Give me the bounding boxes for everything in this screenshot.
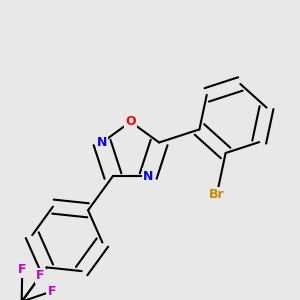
Text: Br: Br — [209, 188, 225, 201]
Text: F: F — [18, 263, 26, 276]
Text: F: F — [36, 269, 45, 283]
Text: F: F — [47, 285, 56, 298]
Text: N: N — [143, 169, 153, 182]
Text: N: N — [97, 136, 107, 149]
Text: O: O — [125, 115, 136, 128]
